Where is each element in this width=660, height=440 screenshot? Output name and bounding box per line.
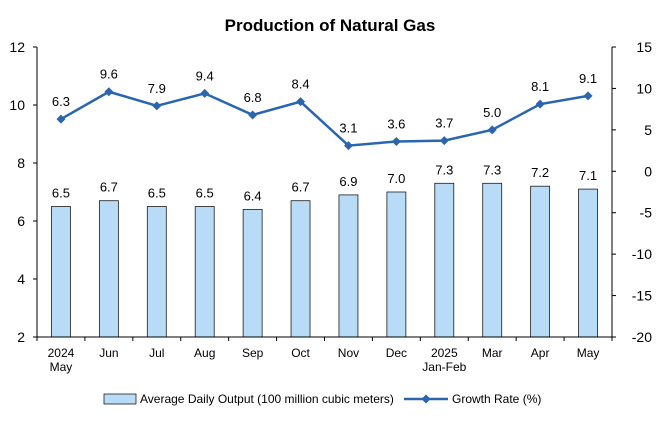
- category-label: 2024 May: [48, 346, 75, 374]
- bar-value-label: 7.1: [579, 168, 597, 183]
- right-tick-label: 10: [636, 80, 652, 96]
- growth-rate-marker: [487, 125, 497, 135]
- growth-rate-label: 9.4: [196, 68, 214, 83]
- bars-layer: 6.5 6.7 6.5 6.5 6.4 6.7 6.9 7.0 7.3 7.3 7.2 7.1: [51, 162, 598, 338]
- category-label: 2025 Jan-Feb: [422, 346, 466, 374]
- growth-rate-label: 8.1: [531, 79, 549, 94]
- category-labels: 2024 May Jun Jul Aug Sep Oct Nov Dec 2025 Jan-Feb M…: [36, 337, 613, 374]
- growth-rate-label: 9.6: [100, 67, 118, 82]
- right-tick-label: -20: [632, 329, 652, 345]
- bar-value-label: 6.7: [100, 180, 118, 195]
- category-label: Oct: [291, 346, 310, 360]
- bar-value-label: 6.7: [292, 180, 310, 195]
- bar: [242, 208, 263, 338]
- growth-rate-label: 9.1: [579, 71, 597, 86]
- growth-rate-label: 6.8: [244, 90, 262, 105]
- growth-rate-marker: [391, 136, 401, 146]
- growth-rate-label: 3.6: [387, 116, 405, 131]
- growth-rate-marker: [343, 141, 353, 151]
- bar: [338, 194, 359, 338]
- growth-rate-label: 3.7: [435, 116, 453, 131]
- bar: [290, 200, 311, 338]
- growth-rate-marker: [56, 114, 66, 124]
- left-tick-label: 6: [17, 213, 25, 229]
- bar-value-label: 6.9: [339, 174, 357, 189]
- category-label: Apr: [531, 346, 550, 360]
- category-label: Mar: [482, 346, 503, 360]
- growth-rate-marker: [152, 101, 162, 111]
- bar-value-label: 6.5: [196, 186, 214, 201]
- bar: [386, 191, 407, 338]
- right-tick-label: 0: [644, 163, 652, 179]
- right-axis-ticks: -20 -15 -10 -5 0 5 10 15: [612, 39, 652, 345]
- bar-value-label: 6.4: [244, 188, 262, 203]
- category-label: Dec: [386, 346, 407, 360]
- category-label: Nov: [338, 346, 359, 360]
- category-label: Jun: [99, 346, 118, 360]
- left-tick-label: 8: [17, 155, 25, 171]
- bar: [194, 206, 215, 338]
- category-label: Jul: [149, 346, 164, 360]
- left-tick-label: 10: [9, 97, 25, 113]
- bar-value-label: 6.5: [52, 186, 70, 201]
- category-label: May: [577, 346, 600, 360]
- legend-line-marker: [421, 394, 431, 404]
- legend-line-label: Growth Rate (%): [452, 392, 541, 406]
- left-tick-label: 4: [17, 271, 25, 287]
- right-tick-label: 5: [644, 122, 652, 138]
- growth-line-layer: 6.3 9.6 7.9 9.4 6.8 8.4 3.1 3.6 3.7 5.0 8.1 9.1: [52, 67, 597, 151]
- bar-value-label: 6.5: [148, 186, 166, 201]
- chart-title: Production of Natural Gas: [225, 16, 436, 35]
- growth-rate-marker: [535, 99, 545, 109]
- growth-rate-label: 5.0: [483, 105, 501, 120]
- left-axis-ticks: 2 4 6 8 10 12: [9, 39, 37, 345]
- growth-rate-marker: [248, 110, 258, 120]
- right-tick-label: 15: [636, 39, 652, 55]
- bar-value-label: 7.3: [435, 162, 453, 177]
- bar: [98, 200, 119, 338]
- growth-rate-marker: [583, 91, 593, 101]
- left-tick-label: 2: [17, 329, 25, 345]
- bar: [146, 206, 167, 338]
- legend-bar-label: Average Daily Output (100 million cubic …: [140, 392, 394, 406]
- growth-rate-marker: [439, 136, 449, 146]
- growth-rate-marker: [296, 97, 306, 107]
- legend-bar-swatch: [103, 393, 137, 405]
- growth-rate-marker: [200, 88, 210, 98]
- bar: [578, 188, 598, 338]
- legend: Average Daily Output (100 million cubic …: [103, 392, 541, 406]
- bar: [482, 182, 503, 338]
- right-tick-label: -10: [632, 246, 652, 262]
- growth-rate-label: 7.9: [148, 81, 166, 96]
- right-tick-label: -15: [632, 288, 652, 304]
- bar-value-label: 7.0: [387, 171, 405, 186]
- category-label: Sep: [242, 346, 264, 360]
- bar-value-label: 7.3: [483, 162, 501, 177]
- bar: [530, 185, 551, 338]
- axes-layer: [36, 47, 613, 338]
- left-tick-label: 12: [9, 39, 25, 55]
- bar: [434, 182, 455, 338]
- bar-value-label: 7.2: [531, 165, 549, 180]
- right-tick-label: -5: [640, 205, 653, 221]
- category-label: Aug: [194, 346, 215, 360]
- growth-rate-label: 6.3: [52, 94, 70, 109]
- bar: [51, 206, 71, 338]
- growth-rate-marker: [104, 87, 114, 97]
- growth-rate-label: 8.4: [292, 77, 310, 92]
- growth-rate-label: 3.1: [339, 121, 357, 136]
- growth-rate-line: [60, 90, 589, 147]
